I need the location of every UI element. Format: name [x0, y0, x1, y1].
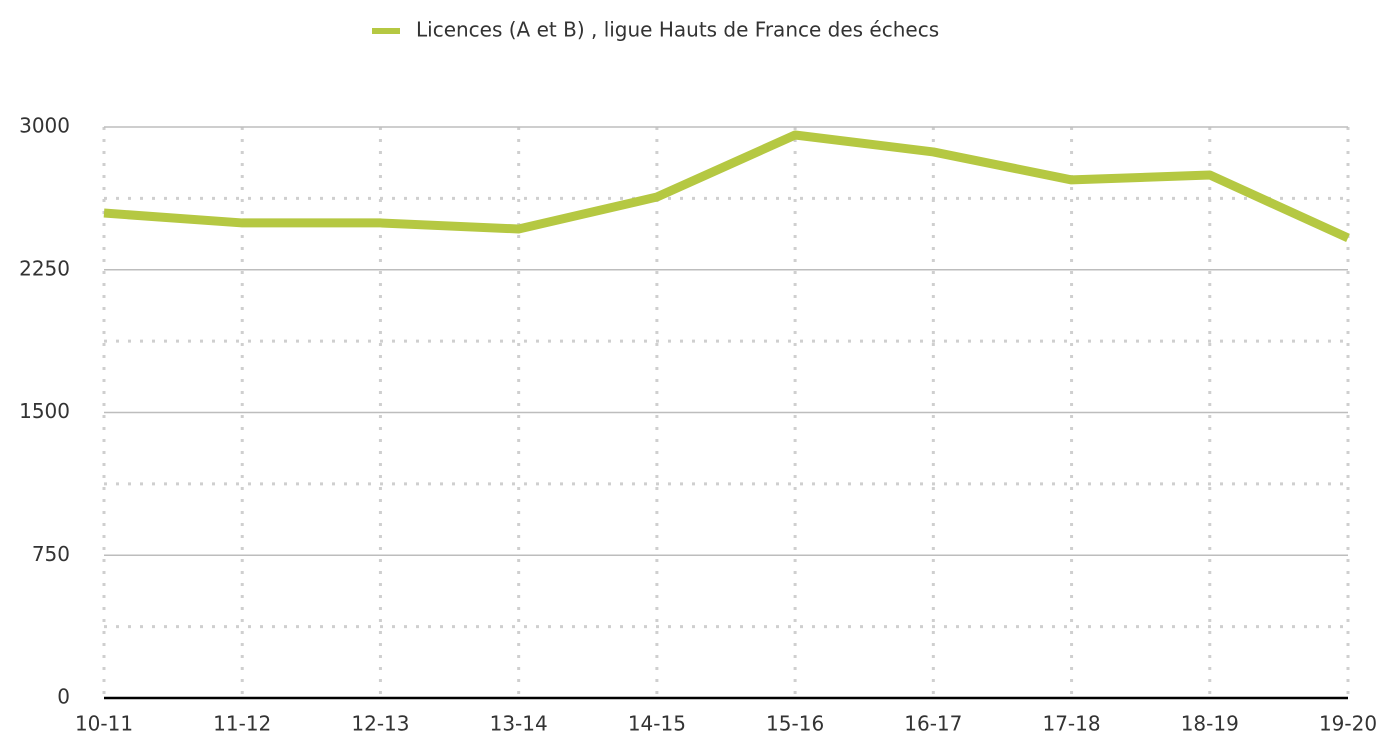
- x-tick-label: 16-17: [904, 712, 962, 736]
- x-tick-label: 17-18: [1042, 712, 1100, 736]
- y-tick-label: 1500: [19, 399, 70, 423]
- data-line: [103, 130, 1350, 243]
- x-tick-label: 10-11: [75, 712, 133, 736]
- x-tick-label: 18-19: [1181, 712, 1239, 736]
- y-tick-label: 750: [32, 542, 70, 566]
- legend-label: Licences (A et B) , ligue Hauts de Franc…: [416, 18, 939, 42]
- y-tick-label: 3000: [19, 114, 70, 138]
- x-tick-label: 12-13: [351, 712, 409, 736]
- y-tick-label: 0: [57, 685, 70, 709]
- x-tick-label: 11-12: [213, 712, 271, 736]
- y-tick-label: 2250: [19, 256, 70, 280]
- x-tick-label: 13-14: [490, 712, 548, 736]
- x-tick-label: 15-16: [766, 712, 824, 736]
- x-tick-label: 19-20: [1319, 712, 1377, 736]
- x-tick-label: 14-15: [628, 712, 686, 736]
